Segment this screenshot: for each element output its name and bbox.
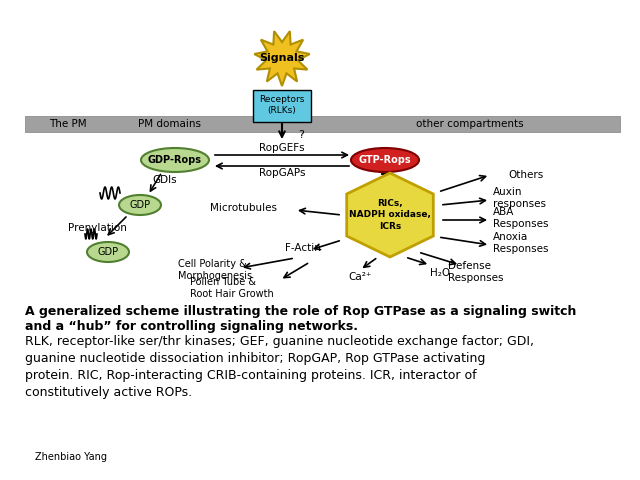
Text: Prenylation: Prenylation — [68, 223, 127, 233]
Text: Receptors
(RLKs): Receptors (RLKs) — [259, 96, 305, 115]
Text: Signals: Signals — [259, 53, 305, 63]
Polygon shape — [254, 31, 310, 86]
Text: Pollen Tube &
Root Hair Growth: Pollen Tube & Root Hair Growth — [190, 277, 274, 299]
Text: Auxin
responses: Auxin responses — [493, 187, 546, 209]
Text: Defense
Responses: Defense Responses — [448, 261, 504, 283]
Text: A generalized scheme illustrating the role of Rop GTPase as a signaling switch: A generalized scheme illustrating the ro… — [25, 305, 577, 318]
Text: GDP: GDP — [129, 200, 150, 210]
Text: GDP: GDP — [97, 247, 118, 257]
Text: and a “hub” for controlling signaling networks.: and a “hub” for controlling signaling ne… — [25, 320, 358, 333]
Text: RopGEFs: RopGEFs — [259, 143, 305, 153]
Text: Cell Polarity &
Morphogenesis: Cell Polarity & Morphogenesis — [178, 259, 252, 281]
Ellipse shape — [119, 195, 161, 215]
Text: Microtubules: Microtubules — [210, 203, 277, 213]
Text: GDIs: GDIs — [152, 175, 177, 185]
Text: ?: ? — [298, 130, 304, 140]
Text: Others: Others — [508, 170, 543, 180]
Text: other compartments: other compartments — [416, 119, 524, 129]
Text: F-Actin: F-Actin — [285, 243, 321, 253]
Text: H₂O: H₂O — [430, 268, 450, 278]
FancyBboxPatch shape — [253, 90, 311, 122]
Text: RLK, receptor-like ser/thr kinases; GEF, guanine nucleotide exchange factor; GDI: RLK, receptor-like ser/thr kinases; GEF,… — [25, 335, 534, 399]
Text: GDP-Rops: GDP-Rops — [148, 155, 202, 165]
Ellipse shape — [87, 242, 129, 262]
Text: RICs,
NADPH oxidase,
ICRs: RICs, NADPH oxidase, ICRs — [349, 199, 431, 230]
Polygon shape — [347, 173, 433, 257]
Text: Ca²⁺: Ca²⁺ — [348, 272, 371, 282]
Text: The PM: The PM — [49, 119, 87, 129]
Text: GTP-Rops: GTP-Rops — [358, 155, 412, 165]
Text: PM domains: PM domains — [138, 119, 202, 129]
Text: ABA
Responses: ABA Responses — [493, 207, 548, 229]
Ellipse shape — [351, 148, 419, 172]
Ellipse shape — [141, 148, 209, 172]
Text: Anoxia
Responses: Anoxia Responses — [493, 232, 548, 254]
Text: Zhenbiao Yang: Zhenbiao Yang — [35, 452, 107, 462]
Text: RopGAPs: RopGAPs — [259, 168, 305, 178]
FancyBboxPatch shape — [25, 116, 620, 132]
